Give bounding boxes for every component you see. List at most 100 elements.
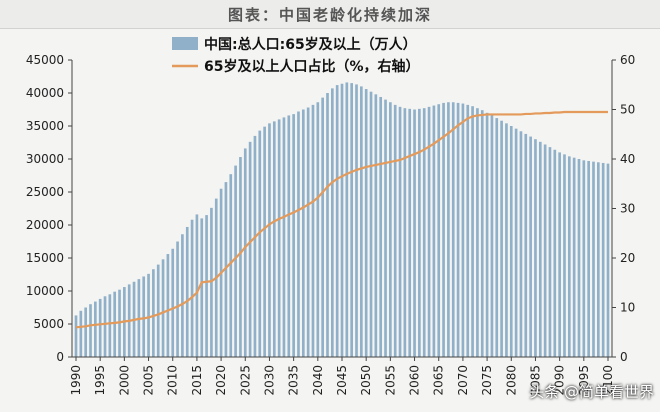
bar-2085 [534,139,537,357]
y-left-tick-label: 40000 [26,86,64,100]
bar-2063 [427,106,431,357]
x-tick-label: 2080 [504,365,518,396]
bar-2098 [597,162,600,357]
chart-title: 图表：中国老龄化持续加深 [227,6,432,24]
x-tick-label: 2045 [335,365,349,396]
bar-2072 [471,106,474,357]
bar-1994 [94,301,97,357]
bar-2031 [272,121,276,357]
x-tick-labels: 1990 1995 2000 2005 2010 2015 2020 2025 2030 2035… [69,365,615,396]
bar-2090 [558,152,561,357]
bar-2047 [350,83,353,357]
bar-2043 [331,88,334,357]
axes [68,59,616,361]
bar-2017 [205,215,208,357]
x-tick-label: 2060 [408,365,422,396]
bar-2070 [461,103,465,357]
bar-2059 [408,108,412,357]
bar-2096 [587,160,590,357]
bar-2006 [152,269,155,357]
y-left-tick-label: 15000 [26,251,64,265]
x-tick-label: 2090 [553,365,567,396]
bar-2009 [166,254,170,357]
bar-2084 [529,136,532,357]
y-right-tick-label: 10 [620,301,635,315]
bar-2022 [229,174,233,357]
y-right-tick-label: 40 [620,152,635,166]
x-tick-label: 2065 [432,365,446,396]
y-left-tick-label: 0 [56,350,64,364]
bar-2097 [592,161,595,357]
bar-2040 [316,102,320,358]
bar-2044 [335,85,339,357]
x-tick-label: 2030 [262,365,276,396]
x-tick-label: 2015 [190,365,204,396]
bar-2033 [282,117,286,357]
bar-2093 [572,157,576,357]
bar-2049 [360,86,363,358]
bar-2089 [553,149,557,357]
x-tick-label: 2055 [383,365,397,396]
bar-2073 [476,108,479,358]
bar-2057 [398,106,402,357]
bar-2083 [524,133,528,357]
bar-2005 [147,273,150,357]
x-tick-label: 1990 [69,365,83,396]
bar-2067 [447,102,450,358]
bar-2034 [287,115,291,357]
bar-2030 [268,123,271,357]
bar-2026 [248,141,252,357]
bar-2060 [413,109,416,357]
bar-2016 [200,218,204,357]
x-tick-label: 2070 [456,365,470,396]
bar-2042 [326,93,329,357]
bar-2086 [538,141,542,357]
bar-2099 [601,162,605,357]
bar-2087 [543,144,547,357]
bar-2062 [422,108,426,358]
y-right-tick-label: 50 [620,103,635,117]
bar-2046 [345,82,349,357]
bar-2071 [466,104,470,357]
bar-2052 [374,94,378,357]
x-tick-label: 1995 [93,365,107,396]
bar-2004 [142,276,146,357]
bar-2065 [437,104,441,357]
bar-2018 [210,207,213,357]
bar-1998 [113,291,117,357]
bar-2092 [567,156,571,357]
bar-2081 [514,128,518,357]
bar-2058 [403,108,407,358]
bar-2012 [181,234,184,357]
ratio-line-series [75,110,608,329]
x-tick-label: 2010 [166,365,180,396]
x-tick-label: 2095 [577,365,591,396]
bar-2079 [505,123,508,357]
bar-2015 [195,214,199,357]
bar-2021 [224,182,228,357]
bar-1997 [108,294,112,357]
bar-2014 [190,219,194,357]
bar-2091 [563,154,566,357]
watermark: 头条 @简单看世界 [529,383,654,401]
x-tick-label: 2040 [311,365,325,396]
bar-2061 [418,108,421,357]
bar-2038 [306,107,310,358]
x-tick-label: 2025 [238,365,252,396]
bar-2074 [480,110,484,357]
bar-2027 [253,135,257,357]
y-left-tick-label: 20000 [26,218,64,232]
bar-2035 [292,114,295,358]
bar-2032 [277,119,281,358]
legend-swatch-bar [172,37,198,50]
bar-1991 [79,310,83,357]
bar-2050 [364,89,368,357]
bar-2037 [301,109,305,357]
bar-2048 [355,84,358,358]
x-tick-label: 2100 [601,365,615,396]
y-right-tick-label: 0 [620,350,628,364]
bar-2029 [263,126,266,357]
bar-2069 [456,102,460,358]
bar-1990 [74,315,78,357]
bar-2078 [500,120,503,357]
